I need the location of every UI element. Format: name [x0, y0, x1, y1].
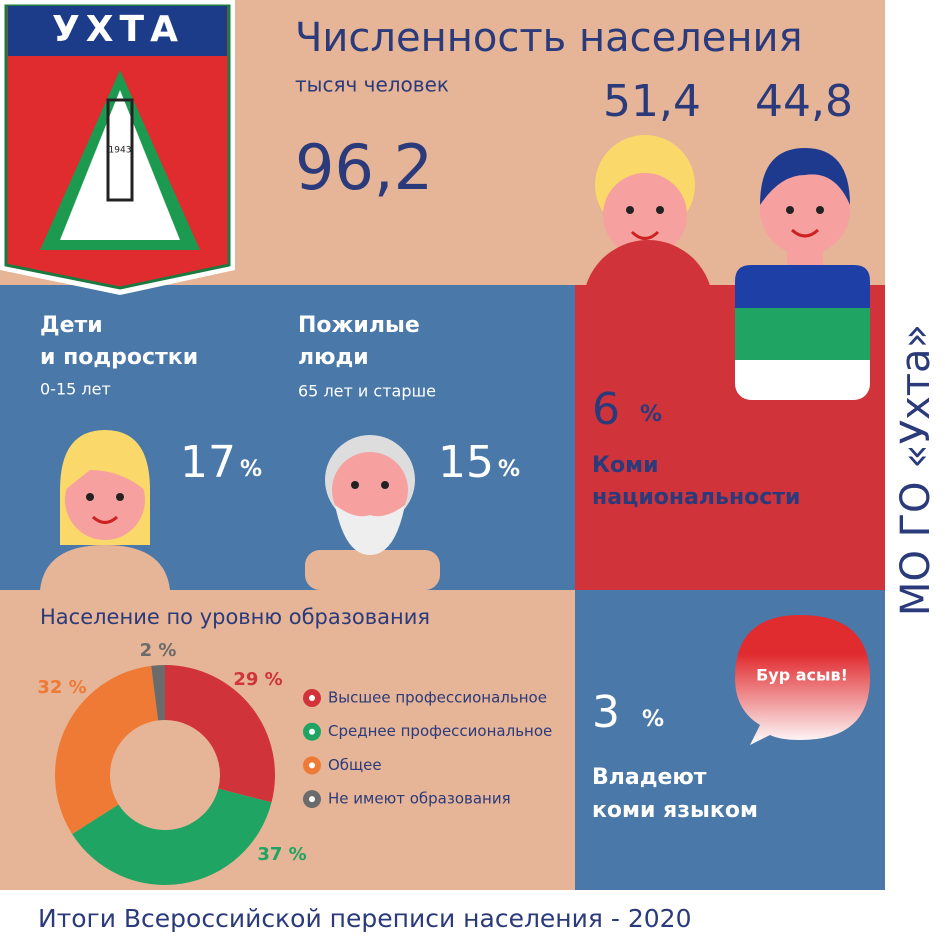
- data-label: 2 %: [140, 640, 177, 661]
- woman-icon: [583, 135, 713, 370]
- children-value: 17: [180, 437, 236, 488]
- elderly-title: люди: [298, 345, 369, 370]
- women: 51,4: [603, 76, 701, 127]
- legend-dot: [309, 762, 315, 769]
- legend-label: Высшее профессиональное: [328, 689, 547, 707]
- language-text: Владеют: [592, 765, 707, 790]
- legend-label: Не имеют образования: [328, 790, 511, 808]
- language-text: коми языком: [592, 798, 758, 823]
- emblem-label: УХТА: [52, 9, 184, 50]
- man-icon: [735, 148, 870, 400]
- data-label: 29 %: [233, 669, 282, 690]
- elderly-unit: %: [498, 457, 520, 482]
- donut-segment: [55, 665, 159, 834]
- bubble-text: Бур асыв!: [756, 666, 848, 685]
- komi-text: национальности: [592, 485, 800, 510]
- data-label: 37 %: [257, 844, 306, 865]
- children-title: Дети: [40, 313, 103, 338]
- footer: Итоги Всероссийской переписи населения -…: [38, 904, 691, 933]
- emblem: 1943 УХТА: [0, 0, 235, 295]
- komi-text: Коми: [592, 453, 659, 478]
- legend-label: Общее: [328, 756, 382, 774]
- elder-icon: [305, 435, 440, 590]
- total: 96,2: [295, 131, 433, 204]
- elderly-value: 15: [438, 437, 494, 488]
- side-label: МО ГО «Ухта»: [893, 324, 939, 616]
- legend-label: Среднее профессиональное: [328, 722, 552, 740]
- legend-dot: [309, 796, 315, 803]
- language-value: 3: [592, 687, 620, 738]
- child-icon: [40, 430, 170, 590]
- elderly-subtitle: 65 лет и старше: [298, 382, 436, 401]
- language-unit: %: [642, 707, 664, 732]
- legend-dot: [309, 728, 315, 735]
- children-subtitle: 0-15 лет: [40, 380, 111, 399]
- data-label: 32 %: [37, 677, 86, 698]
- men: 44,8: [755, 76, 853, 127]
- donut-segment: [151, 665, 165, 721]
- children-unit: %: [240, 457, 262, 482]
- donut-segment: [72, 788, 272, 885]
- komi-unit: %: [640, 402, 662, 427]
- komi-value: 6: [592, 384, 620, 435]
- title: Численность населения: [295, 15, 803, 61]
- children-title: и подростки: [40, 345, 198, 370]
- emblem-year: 1943: [109, 146, 132, 156]
- donut-segment: [165, 665, 275, 803]
- legend-dot: [309, 695, 315, 701]
- chart-title: Население по уровню образования: [40, 605, 430, 629]
- speech-bubble: [735, 615, 870, 745]
- subtitle: тысяч человек: [295, 73, 449, 97]
- elderly-title: Пожилые: [298, 313, 420, 338]
